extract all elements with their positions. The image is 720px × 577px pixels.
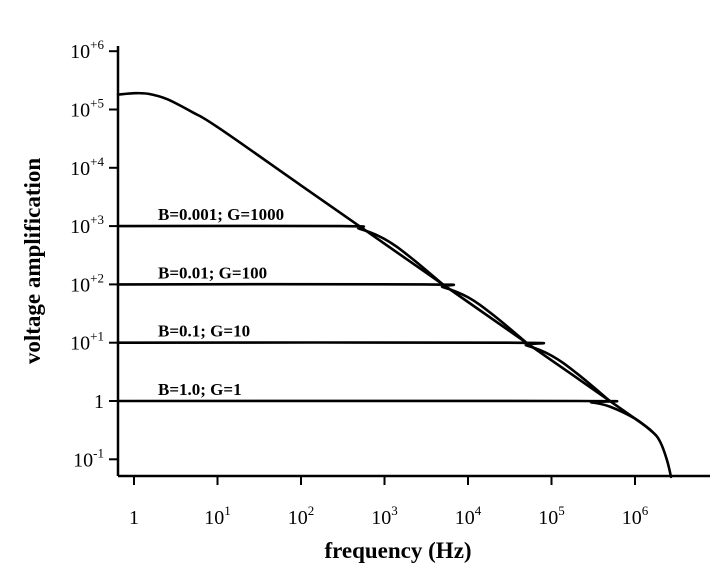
x-tick-label: 102 (288, 503, 315, 529)
x-axis-title: frequency (Hz) (324, 538, 471, 563)
y-tick-label: 10+6 (70, 37, 104, 63)
y-axis-title: voltage amplification (20, 158, 45, 365)
open-loop-gain-curve (116, 91, 673, 479)
curve-label: B=1.0; G=1 (158, 380, 242, 399)
axes: 1 101 102 103 104 105 106 10-1 1 10+1 10+2 10+3 10+4… (70, 37, 710, 529)
closed-loop-gain-curve (116, 341, 612, 403)
closed-loop-gain-curve (116, 399, 654, 433)
curves (116, 91, 673, 479)
y-tick-label: 1 (94, 391, 104, 413)
x-tick-label: 105 (538, 503, 565, 529)
y-tick-label: 10+3 (70, 212, 104, 238)
closed-loop-gain-curve (116, 224, 445, 286)
y-tick-label: 10+1 (70, 329, 104, 355)
curve-labels: B=0.001; G=1000 B=0.01; G=100 B=0.1; G=10 B… (158, 205, 284, 399)
curve-label: B=0.001; G=1000 (158, 205, 284, 224)
x-tick-label: 104 (455, 503, 482, 529)
x-tick-label: 101 (204, 503, 231, 529)
x-tick-label: 103 (371, 503, 398, 529)
x-tick-label: 1 (129, 507, 139, 529)
y-tick-label: 10-1 (73, 445, 104, 471)
y-tick-label: 10+5 (70, 96, 104, 122)
closed-loop-gain-curve (116, 282, 528, 344)
y-tick-label: 10+4 (70, 154, 104, 180)
curve-label: B=0.1; G=10 (158, 322, 250, 341)
x-tick-label: 106 (622, 503, 649, 529)
y-tick-label: 10+2 (70, 270, 104, 296)
curve-label: B=0.01; G=100 (158, 263, 267, 282)
